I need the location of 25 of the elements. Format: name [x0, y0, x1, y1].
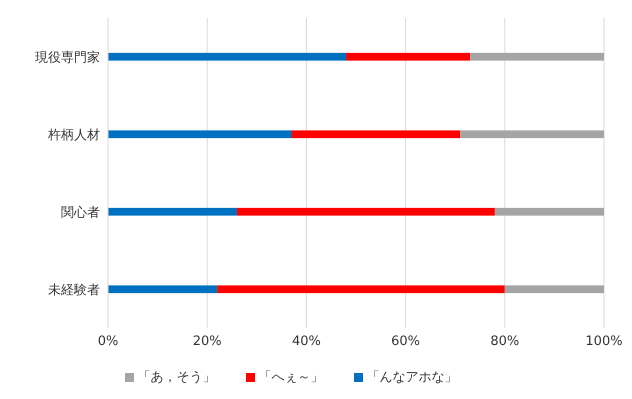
y-tick-label: 関心者 [61, 204, 100, 220]
x-tick-label: 100% [585, 334, 623, 350]
bar [292, 130, 460, 138]
x-tick-label: 80% [490, 334, 520, 350]
bar [108, 130, 292, 138]
x-tick-label: 40% [292, 334, 321, 350]
y-tick-label: 未経験者 [48, 282, 100, 298]
x-tick-label: 60% [391, 334, 420, 350]
legend-label: 「んなアホな」 [366, 370, 458, 385]
x-tick-label: 20% [192, 334, 222, 350]
bar [108, 208, 237, 216]
bar [504, 285, 604, 294]
bar [236, 208, 495, 216]
y-tick-label: 杵柄人材 [47, 128, 100, 143]
bar [217, 285, 505, 294]
bar [346, 52, 470, 61]
bar [108, 285, 218, 294]
x-tick-label: 0% [98, 334, 118, 350]
legend-label: 「へぇ～」 [258, 370, 324, 385]
bar [460, 130, 604, 138]
legend-label: 「あ，そう」 [138, 370, 216, 385]
bar [470, 52, 604, 61]
bar [494, 208, 604, 216]
y-tick-label: 現役専門家 [35, 49, 100, 66]
bar [108, 52, 346, 61]
